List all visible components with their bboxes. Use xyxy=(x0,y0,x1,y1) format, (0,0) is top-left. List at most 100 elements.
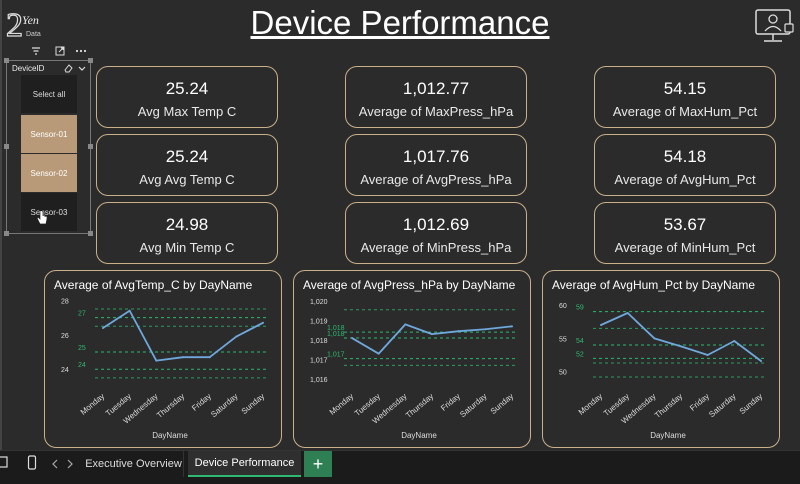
kpi-value: 1,012.69 xyxy=(402,215,470,234)
reference-line-label: 1,018 xyxy=(327,325,345,332)
reference-line-label: 24 xyxy=(78,362,86,369)
data-point xyxy=(351,337,353,340)
kpi-label: Average of AvgHum_Pct xyxy=(614,172,756,187)
reference-line-label: 1,017 xyxy=(327,352,345,359)
data-point xyxy=(404,323,407,326)
y-tick-label: 60 xyxy=(559,303,567,310)
x-tick-label: Friday xyxy=(439,392,462,413)
series-line xyxy=(600,312,762,362)
kpi-card-avg-avg-press: 1,017.76 Average of AvgPress_hPa xyxy=(345,134,527,196)
chart-title: Average of AvgTemp_C by DayName xyxy=(54,278,253,292)
y-tick-label: 28 xyxy=(61,298,69,305)
chevron-right-icon[interactable] xyxy=(66,459,74,469)
y-tick-label: 1,020 xyxy=(310,299,328,306)
kpi-value: 25.24 xyxy=(165,147,209,166)
kpi-label: Average of AvgPress_hPa xyxy=(360,172,512,187)
temp-line-chart-card[interactable]: Average of AvgTemp_C by DayName 27 25 24 24… xyxy=(44,270,282,448)
more-options-icon[interactable] xyxy=(75,46,87,56)
filter-icon[interactable] xyxy=(31,46,41,56)
chevron-left-icon[interactable] xyxy=(51,459,59,469)
x-tick-label: Friday xyxy=(688,392,711,413)
data-point xyxy=(511,325,513,328)
slicer-item-sensor-02[interactable]: Sensor-02 xyxy=(21,154,77,192)
resize-handle[interactable] xyxy=(4,144,9,149)
tab-device-performance[interactable]: Device Performance xyxy=(188,451,301,477)
data-point xyxy=(262,321,264,324)
device-id-slicer: DeviceID Select all Sensor-01 Sensor-02 … xyxy=(6,60,91,234)
slicer-item-select-all[interactable]: Select all xyxy=(21,75,77,113)
x-tick-label: Saturday xyxy=(458,392,488,419)
user-monitor-icon[interactable] xyxy=(752,8,794,46)
reference-line-label: 54 xyxy=(576,338,584,345)
hum-line-chart: 595452505560MondayTuesdayWednesdayThursd… xyxy=(559,303,765,440)
data-point xyxy=(484,328,487,331)
hand-cursor-icon xyxy=(37,210,48,225)
mobile-view-icon[interactable] xyxy=(27,455,37,471)
x-tick-label: Friday xyxy=(190,392,213,413)
company-logo: 2 Yen Data xyxy=(5,6,40,44)
kpi-card-avg-min-hum: 53.67 Average of MinHum_Pct xyxy=(594,202,776,264)
kpi-value: 54.18 xyxy=(663,147,707,166)
x-tick-label: Monday xyxy=(577,392,605,417)
x-axis-title: DayName xyxy=(650,431,686,440)
tab-executive-overview[interactable]: Executive Overview xyxy=(84,451,184,477)
reference-line-label: 59 xyxy=(576,305,584,312)
resize-handle[interactable] xyxy=(4,231,9,236)
press-line-chart-card[interactable]: Average of AvgPress_hPa by DayName 1,018… xyxy=(293,270,531,448)
x-axis-title: DayName xyxy=(401,431,437,440)
data-point xyxy=(653,337,656,340)
x-tick-label: Thursday xyxy=(653,392,684,420)
resize-handle[interactable] xyxy=(4,58,9,63)
kpi-value: 1,017.76 xyxy=(402,147,470,166)
kpi-value: 25.24 xyxy=(165,79,209,98)
desktop-view-icon[interactable] xyxy=(0,456,10,470)
resize-handle[interactable] xyxy=(88,231,93,236)
data-point xyxy=(377,352,380,355)
page-tab-bar: Executive Overview Device Performance + xyxy=(0,450,800,484)
slicer-item-sensor-01[interactable]: Sensor-01 xyxy=(21,115,77,153)
page-title: Device Performance xyxy=(250,4,550,41)
kpi-value: 53.67 xyxy=(663,215,707,234)
data-point xyxy=(431,333,433,336)
x-tick-label: Sunday xyxy=(240,392,267,416)
y-tick-label: 1,017 xyxy=(310,358,328,365)
kpi-value: 1,012.77 xyxy=(402,79,470,98)
slicer-item-sensor-03[interactable]: Sensor-03 xyxy=(21,193,77,231)
data-point xyxy=(128,309,131,312)
hum-line-chart-card[interactable]: Average of AvgHum_Pct by DayName 59 54 52 5… xyxy=(542,270,780,448)
x-tick-label: Monday xyxy=(79,392,107,417)
chart-title: Average of AvgHum_Pct by DayName xyxy=(552,278,755,292)
canvas-left-border xyxy=(0,0,2,450)
add-page-button[interactable]: + xyxy=(304,451,332,477)
kpi-card-avg-avg-temp: 25.24 Avg Avg Temp C xyxy=(96,134,278,196)
series-line xyxy=(351,323,513,355)
kpi-label: Avg Max Temp C xyxy=(137,104,237,119)
chevron-down-icon[interactable] xyxy=(77,63,87,73)
y-tick-label: 26 xyxy=(61,333,69,340)
chart-title: Average of AvgPress_hPa by DayName xyxy=(303,278,516,292)
data-point xyxy=(626,312,629,314)
focus-mode-icon[interactable] xyxy=(55,46,65,56)
x-tick-label: Monday xyxy=(328,392,356,417)
x-axis-title: DayName xyxy=(152,431,188,440)
data-point xyxy=(760,360,762,362)
kpi-card-avg-min-temp: 24.98 Avg Min Temp C xyxy=(96,202,278,264)
data-point xyxy=(208,356,211,359)
x-tick-label: Thursday xyxy=(404,392,435,420)
data-point xyxy=(680,345,682,348)
kpi-card-avg-min-press: 1,012.69 Average of MinPress_hPa xyxy=(345,202,527,264)
y-tick-label: 1,018 xyxy=(310,338,328,345)
resize-handle[interactable] xyxy=(88,58,93,63)
y-tick-label: 1,016 xyxy=(310,377,328,384)
clear-selection-icon[interactable] xyxy=(63,63,73,73)
svg-text:2: 2 xyxy=(6,7,23,44)
x-tick-label: Sunday xyxy=(738,392,765,416)
x-tick-label: Saturday xyxy=(209,392,239,419)
resize-handle[interactable] xyxy=(88,144,93,149)
x-tick-label: Saturday xyxy=(707,392,737,419)
slicer-title: DeviceID xyxy=(12,64,45,73)
kpi-card-avg-max-hum: 54.15 Average of MaxHum_Pct xyxy=(594,66,776,128)
kpi-label: Avg Min Temp C xyxy=(139,240,235,255)
kpi-label: Average of MinHum_Pct xyxy=(614,240,756,255)
data-point xyxy=(102,326,104,329)
